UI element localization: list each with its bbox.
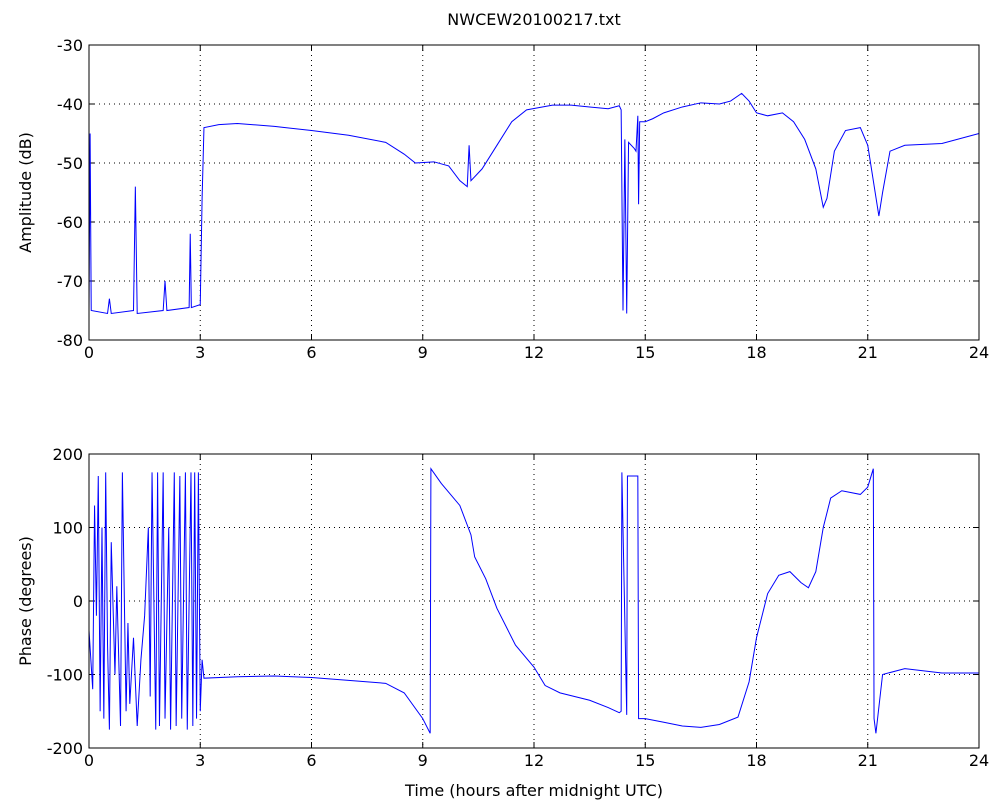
y-axis-label: Phase (degrees)	[16, 536, 35, 666]
x-tick-label: 18	[746, 751, 766, 770]
y-tick-label: -40	[57, 95, 83, 114]
y-tick-label: -70	[57, 272, 83, 291]
y-axis-label: Amplitude (dB)	[16, 132, 35, 253]
x-tick-label: 24	[969, 751, 989, 770]
y-tick-label: -200	[47, 739, 83, 758]
axes-frame	[88, 453, 980, 749]
y-tick-label: 100	[52, 519, 83, 538]
x-tick-label: 12	[524, 751, 544, 770]
y-tick-label: -60	[57, 213, 83, 232]
x-tick-label: 24	[969, 343, 989, 362]
data-line	[88, 92, 980, 315]
y-tick-label: 200	[52, 445, 83, 464]
x-tick-label: 3	[195, 343, 205, 362]
x-tick-label: 0	[84, 751, 94, 770]
y-tick-label: -30	[57, 36, 83, 55]
y-tick-label: -80	[57, 331, 83, 350]
x-axis-label: Time (hours after midnight UTC)	[404, 781, 663, 800]
x-tick-label: 15	[635, 343, 655, 362]
x-tick-label: 6	[306, 343, 316, 362]
x-tick-label: 12	[524, 343, 544, 362]
chart-title: NWCEW20100217.txt	[447, 10, 620, 29]
x-tick-label: 9	[418, 343, 428, 362]
x-tick-label: 9	[418, 751, 428, 770]
x-tick-label: 6	[306, 751, 316, 770]
x-tick-label: 21	[858, 343, 878, 362]
x-tick-label: 0	[84, 343, 94, 362]
y-tick-label: -100	[47, 666, 83, 685]
x-tick-label: 15	[635, 751, 655, 770]
axes-frame	[88, 44, 980, 341]
x-tick-label: 21	[858, 751, 878, 770]
x-tick-label: 18	[746, 343, 766, 362]
y-tick-label: -50	[57, 154, 83, 173]
y-tick-label: 0	[73, 592, 83, 611]
data-line	[88, 467, 979, 734]
x-tick-label: 3	[195, 751, 205, 770]
